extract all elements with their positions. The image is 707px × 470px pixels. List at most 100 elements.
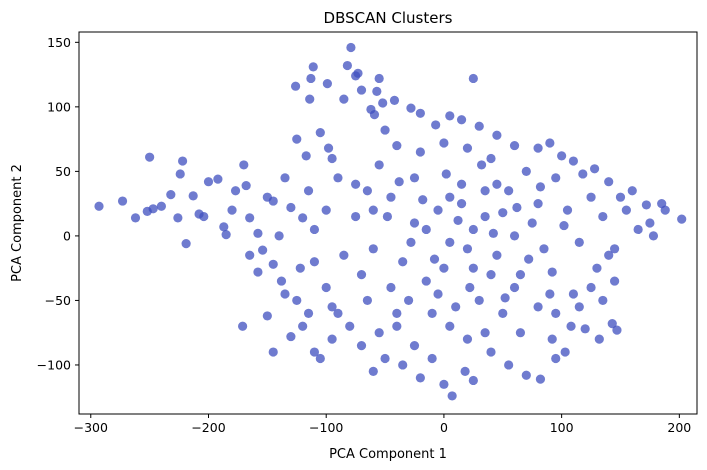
data-point (468, 375, 478, 386)
data-point (439, 379, 449, 389)
data-point (315, 353, 325, 364)
data-point (431, 120, 441, 130)
data-point (533, 143, 543, 153)
data-point (398, 257, 408, 267)
data-point (321, 205, 331, 215)
data-point (386, 192, 396, 202)
data-point (447, 391, 457, 401)
data-point (268, 347, 278, 357)
data-point (258, 245, 268, 255)
y-axis-ticks: −100 −50 0 50 100 150 (37, 35, 79, 372)
data-point (327, 153, 337, 164)
data-point (368, 205, 378, 215)
y-tick-label: 100 (47, 99, 71, 114)
data-point (660, 205, 670, 215)
data-point (504, 360, 514, 370)
data-point (245, 250, 255, 260)
data-point (460, 366, 470, 377)
data-point (409, 173, 420, 183)
data-point (392, 321, 402, 331)
y-tick-label: −100 (37, 357, 71, 372)
data-point (305, 94, 315, 104)
plot-frame (78, 31, 698, 415)
data-point (268, 196, 278, 206)
data-point (374, 73, 384, 84)
data-point (515, 270, 526, 280)
data-point (429, 254, 440, 264)
data-point (498, 308, 508, 318)
data-point (362, 186, 372, 196)
data-point (372, 86, 382, 96)
data-point (369, 109, 380, 120)
data-point (627, 186, 637, 196)
data-point (333, 173, 343, 183)
data-point (286, 202, 296, 213)
data-point (280, 173, 290, 183)
data-point (276, 276, 287, 286)
data-point (380, 125, 390, 135)
data-point (610, 244, 620, 254)
data-point (621, 205, 631, 215)
data-point (557, 151, 567, 161)
data-point (492, 130, 502, 140)
data-point (280, 289, 290, 299)
data-point (456, 199, 467, 209)
data-point (286, 331, 296, 342)
data-point (409, 341, 420, 351)
data-point (462, 334, 473, 344)
y-tick-label: 50 (55, 164, 71, 179)
data-point (468, 224, 478, 235)
data-point (578, 169, 588, 179)
data-point (94, 201, 104, 211)
data-point (474, 295, 484, 306)
data-point (468, 73, 478, 84)
data-point (445, 111, 455, 121)
x-tick-label: 200 (667, 420, 691, 435)
data-point (145, 152, 155, 162)
data-point (306, 73, 316, 84)
data-point (386, 282, 396, 293)
points-layer (94, 42, 687, 401)
data-point (580, 324, 590, 334)
data-point (645, 218, 655, 228)
data-point (309, 257, 320, 267)
data-point (551, 353, 561, 364)
data-point (239, 160, 249, 170)
data-point (612, 325, 622, 335)
data-point (130, 213, 141, 223)
data-point (253, 267, 263, 277)
data-point (292, 295, 302, 306)
data-point (301, 151, 311, 161)
data-point (323, 143, 334, 153)
data-point (524, 254, 534, 264)
data-point (175, 169, 185, 179)
data-point (610, 276, 620, 286)
data-point (392, 140, 402, 151)
data-point (362, 295, 372, 306)
data-point (566, 321, 576, 331)
data-point (321, 282, 331, 293)
data-point (230, 186, 241, 196)
data-point (274, 231, 284, 241)
data-point (203, 177, 214, 187)
data-point (374, 328, 384, 338)
data-point (156, 201, 166, 211)
data-point (451, 302, 461, 312)
data-point (356, 85, 367, 95)
data-point (339, 94, 349, 104)
data-point (598, 211, 608, 222)
data-point (445, 321, 455, 331)
data-point (241, 180, 251, 191)
data-point (415, 108, 425, 118)
data-point (415, 147, 425, 157)
data-point (498, 208, 508, 218)
data-point (607, 319, 617, 329)
data-point (245, 213, 255, 223)
data-point (586, 192, 596, 202)
data-point (406, 237, 416, 247)
y-tick-label: 150 (47, 35, 71, 50)
data-point (441, 169, 451, 179)
data-point (615, 192, 626, 202)
data-point (346, 42, 356, 53)
data-point (535, 182, 546, 192)
